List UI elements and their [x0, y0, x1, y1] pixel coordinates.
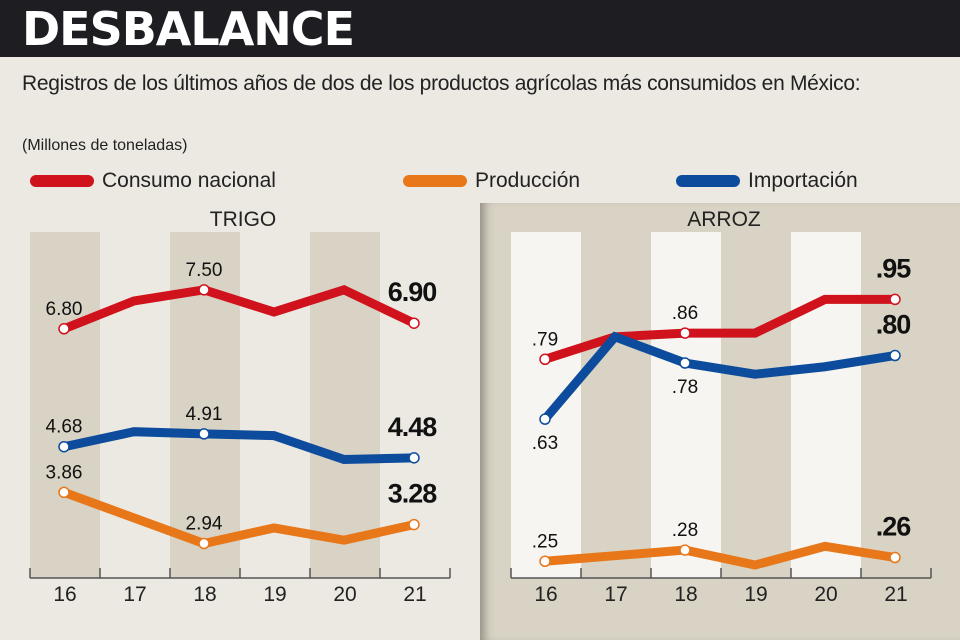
x-tick-label: 16 [534, 583, 557, 606]
data-point-marker [679, 327, 691, 339]
column-stripe [30, 232, 100, 578]
data-point-marker [198, 428, 210, 440]
data-label: .79 [532, 329, 558, 350]
x-tick-label: 18 [193, 583, 216, 606]
data-point-marker [58, 486, 70, 499]
data-label: 4.91 [186, 404, 223, 425]
legend-item-produccion: Producción [403, 168, 580, 194]
series-line [59, 427, 419, 465]
units-note: (Millones de toneladas) [22, 137, 188, 154]
x-tick-label: 19 [744, 583, 767, 606]
data-label: 4.68 [46, 417, 83, 438]
legend-label: Importación [748, 169, 858, 192]
series-producción: 3.86 2.94 3.28 [46, 462, 438, 550]
x-tick-label: 19 [263, 583, 286, 606]
column-stripe [651, 232, 721, 578]
data-point-marker [539, 353, 551, 366]
legend-label: Consumo nacional [102, 169, 276, 192]
data-label: 2.94 [186, 514, 223, 535]
x-tick-label: 21 [403, 583, 426, 606]
legend-swatch-red [30, 175, 94, 187]
legend-swatch-orange [403, 175, 467, 187]
data-label: .95 [876, 253, 912, 283]
data-label: .26 [876, 512, 912, 542]
chart-title: DESBALANCE [22, 2, 355, 56]
panel-title: ARROZ [687, 208, 761, 231]
trigo-chart: TRIGO 16 17 18 19 20 21 6.80 7.50 6.90 4.68 4.91 4.4… [29, 208, 451, 606]
series-line [59, 284, 419, 334]
legend-item-consumo: Consumo nacional [30, 168, 276, 194]
data-label: 3.86 [46, 462, 83, 483]
data-label: .86 [672, 303, 698, 324]
column-stripe [511, 232, 581, 578]
data-label: .63 [532, 433, 558, 454]
data-label: 6.90 [388, 277, 437, 307]
series-producción: .25 .28 .26 [532, 512, 912, 570]
data-label: .80 [876, 310, 911, 340]
x-tick-label: 20 [814, 583, 837, 606]
series-line [540, 331, 900, 424]
x-tick-label: 17 [604, 583, 627, 606]
data-point-marker [889, 551, 901, 564]
column-stripe [310, 232, 380, 578]
legend-item-importacion: Importación [676, 168, 858, 194]
data-point-marker [679, 544, 691, 556]
subtitle: Registros de los últimos años de dos de … [22, 72, 861, 95]
column-stripe [791, 232, 861, 578]
data-point-marker [408, 518, 420, 531]
data-point-marker [679, 357, 691, 369]
series-importación: .63 .78 .80 [532, 310, 911, 455]
data-point-marker [198, 284, 210, 296]
data-label: .28 [672, 520, 698, 541]
data-label: .78 [672, 377, 698, 398]
legend-label: Producción [475, 169, 581, 192]
series-line [540, 294, 900, 364]
data-point-marker [198, 537, 210, 550]
data-label: 6.80 [46, 299, 83, 320]
series-line [540, 541, 900, 570]
data-point-marker [889, 293, 901, 306]
data-label: .25 [532, 531, 558, 552]
x-tick-label: 18 [674, 583, 697, 606]
data-label: 4.48 [388, 412, 438, 442]
data-label: 3.28 [388, 479, 438, 509]
data-point-marker [408, 317, 420, 329]
series-line [59, 487, 419, 549]
title-bar: DESBALANCE [0, 0, 960, 57]
x-tick-label: 17 [123, 583, 146, 606]
data-point-marker [539, 413, 551, 425]
data-point-marker [889, 349, 901, 362]
data-point-marker [408, 452, 420, 464]
x-tick-label: 21 [884, 583, 907, 606]
series-importación: 4.68 4.91 4.48 [46, 404, 438, 465]
series-consumo-nacional: .79 .86 .95 [532, 253, 912, 366]
legend-swatch-blue [676, 175, 740, 187]
data-point-marker [58, 440, 70, 453]
data-label: 7.50 [186, 260, 223, 281]
x-tick-label: 16 [53, 583, 76, 606]
data-point-marker [539, 555, 551, 568]
panel-title: TRIGO [210, 208, 277, 231]
series-consumo-nacional: 6.80 7.50 6.90 [46, 260, 437, 335]
data-point-marker [58, 323, 70, 335]
x-tick-label: 20 [333, 583, 356, 606]
